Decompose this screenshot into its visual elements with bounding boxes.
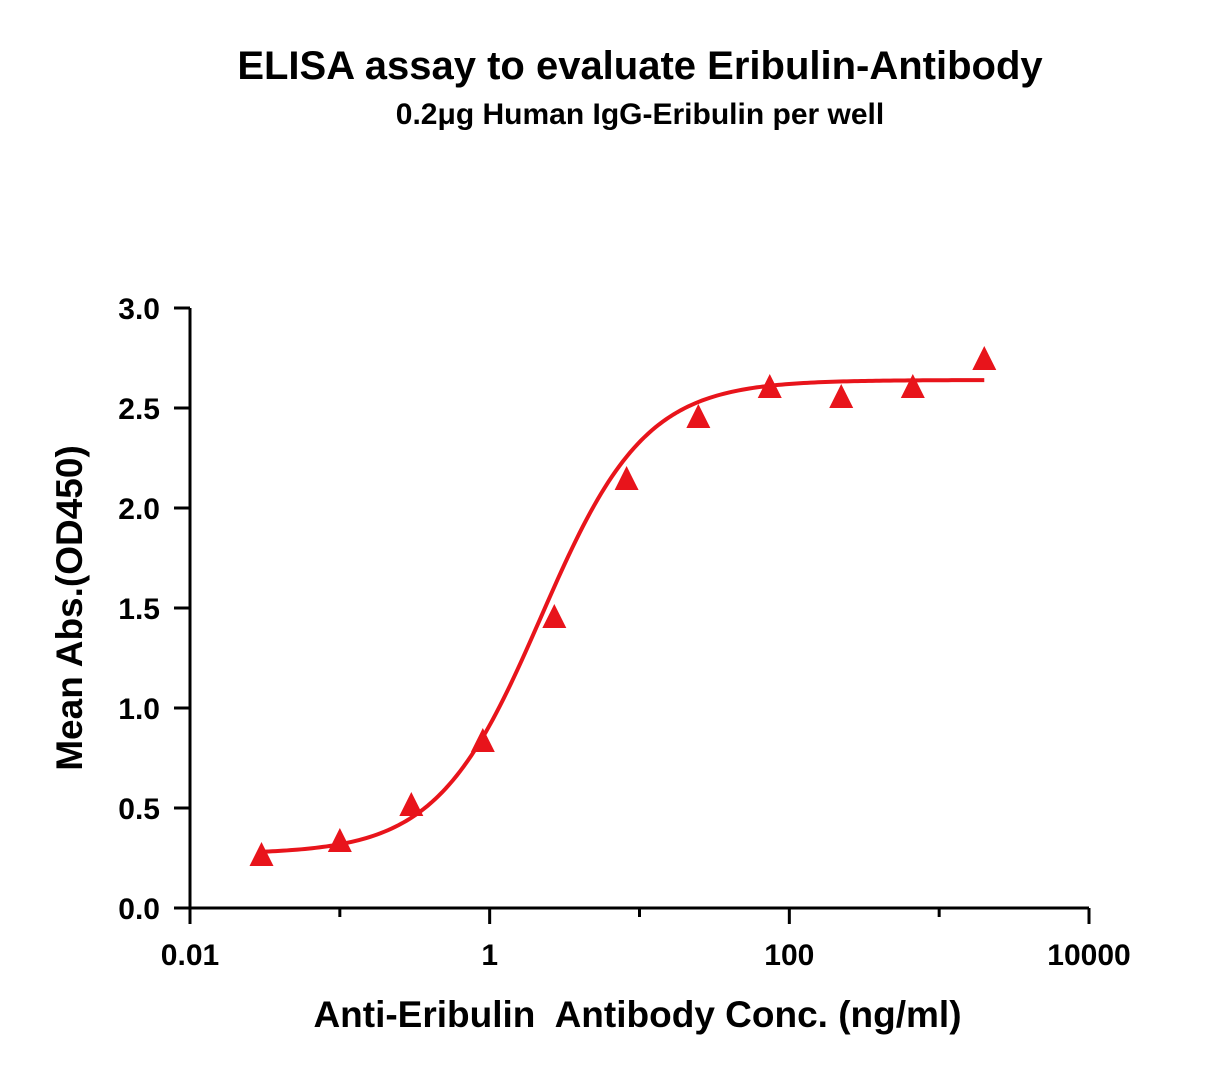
data-point (829, 384, 854, 408)
x-tick-label: 0.01 (161, 939, 219, 972)
fit-curve-layer (261, 378, 985, 854)
data-point (542, 604, 567, 628)
y-tick-label: 2.0 (118, 493, 160, 526)
x-tick-label: 10000 (1047, 939, 1130, 972)
x-tick-label: 100 (764, 939, 814, 972)
data-point (399, 792, 424, 816)
data-points-layer (249, 346, 997, 866)
y-tick-label: 3.0 (118, 293, 160, 326)
y-tick-label: 0.5 (118, 793, 160, 826)
chart-subtitle: 0.2μg Human IgG-Eribulin per well (395, 98, 885, 131)
data-point (686, 404, 711, 428)
fit-curve (261, 378, 985, 854)
data-point (249, 842, 274, 866)
axes (174, 306, 1091, 924)
axis-labels-layer: 0.0 0.5 1.0 1.5 2.0 2.5 3.0 0.01 1 100 10000 Anti-E… (49, 293, 1131, 1035)
y-tick-label: 1.5 (118, 593, 160, 626)
data-point (900, 374, 925, 398)
data-point (972, 346, 997, 370)
chart-title: ELISA assay to evaluate Eribulin-Antibod… (237, 44, 1043, 88)
data-point (327, 828, 352, 852)
data-point (614, 466, 639, 490)
data-point (470, 728, 495, 752)
y-tick-label: 1.0 (118, 693, 160, 726)
y-tick-label: 2.5 (118, 393, 160, 426)
y-axis-title: Mean Abs.(OD450) (49, 445, 90, 771)
data-point (757, 374, 782, 398)
x-tick-label: 1 (481, 939, 498, 972)
y-tick-label: 0.0 (118, 893, 160, 926)
x-axis-title: Anti-Eribulin Antibody Conc. (ng/ml) (313, 994, 961, 1035)
